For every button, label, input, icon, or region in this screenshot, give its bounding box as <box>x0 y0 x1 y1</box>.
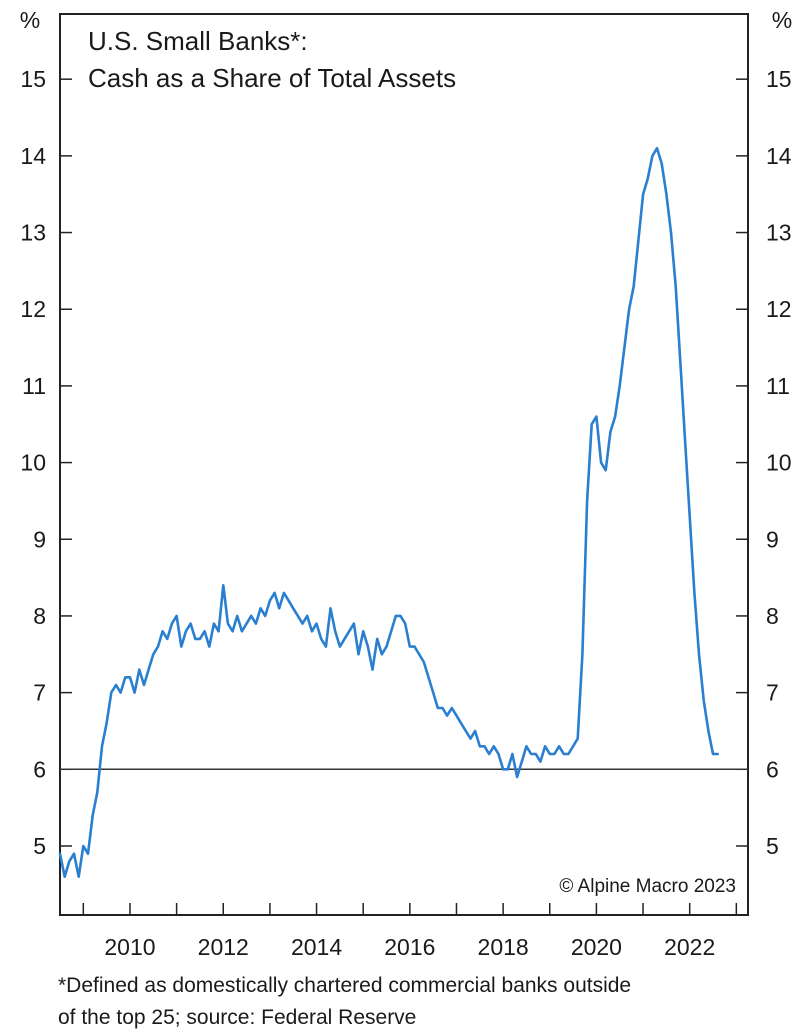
x-tick-label-2012: 2012 <box>198 934 249 960</box>
x-tick-label-2022: 2022 <box>664 934 715 960</box>
y-unit-right: % <box>772 7 792 33</box>
y-tick-label-left-15: 15 <box>20 66 46 92</box>
y-tick-label-right-14: 14 <box>766 143 792 169</box>
plot-frame <box>59 13 749 916</box>
x-tick-label-2016: 2016 <box>384 934 435 960</box>
x-axis: 2010 2012 2014 2016 2018 2020 2022 <box>82 903 738 960</box>
y-tick-label-right-10: 10 <box>766 450 792 476</box>
x-tick-label-2014: 2014 <box>291 934 342 960</box>
y-tick-label-left-12: 12 <box>20 296 46 322</box>
x-tick-label-2018: 2018 <box>478 934 529 960</box>
y-tick-label-left-9: 9 <box>33 526 46 552</box>
series-layer <box>58 146 720 879</box>
y-tick-label-left-13: 13 <box>20 220 46 246</box>
y-tick-label-left-14: 14 <box>20 143 46 169</box>
y-tick-label-left-10: 10 <box>20 450 46 476</box>
y-tick-label-right-15: 15 <box>766 66 792 92</box>
y-unit-left: % <box>20 7 40 33</box>
x-tick-label-2010: 2010 <box>104 934 155 960</box>
y-tick-label-right-5: 5 <box>766 833 779 859</box>
y-tick-label-right-6: 6 <box>766 756 779 782</box>
footnote-line-1: *Defined as domestically chartered comme… <box>58 974 632 997</box>
footnote: *Defined as domestically chartered comme… <box>58 970 798 1034</box>
y-tick-label-right-7: 7 <box>766 680 779 706</box>
y-tick-label-right-11: 11 <box>766 373 790 399</box>
chart-subtitle: Cash as a Share of Total Assets <box>88 63 456 93</box>
y-tick-label-right-13: 13 <box>766 220 792 246</box>
y-tick-label-left-8: 8 <box>33 603 46 629</box>
y-tick-label-right-8: 8 <box>766 603 779 629</box>
y-tick-label-left-11: 11 <box>22 373 46 399</box>
copyright-text: © Alpine Macro 2023 <box>559 876 736 897</box>
series-line-0 <box>58 146 720 879</box>
y-tick-label-right-9: 9 <box>766 526 779 552</box>
y-axis-left: 5 6 7 8 9 10 11 12 13 14 15 <box>20 66 72 859</box>
line-chart: 5 6 7 8 9 10 11 12 13 14 15 5 6 7 8 9 10 11 12 13 14 15 2010… <box>20 7 792 960</box>
x-tick-label-2020: 2020 <box>571 934 622 960</box>
y-tick-label-right-12: 12 <box>766 296 792 322</box>
plot-border <box>59 13 749 916</box>
footnote-line-2: of the top 25; source: Federal Reserve <box>58 1006 417 1029</box>
chart-title: U.S. Small Banks*: <box>88 26 308 56</box>
y-tick-label-left-7: 7 <box>33 680 46 706</box>
y-axis-right: 5 6 7 8 9 10 11 12 13 14 15 <box>736 66 792 859</box>
y-tick-label-left-6: 6 <box>33 756 46 782</box>
y-tick-label-left-5: 5 <box>33 833 46 859</box>
